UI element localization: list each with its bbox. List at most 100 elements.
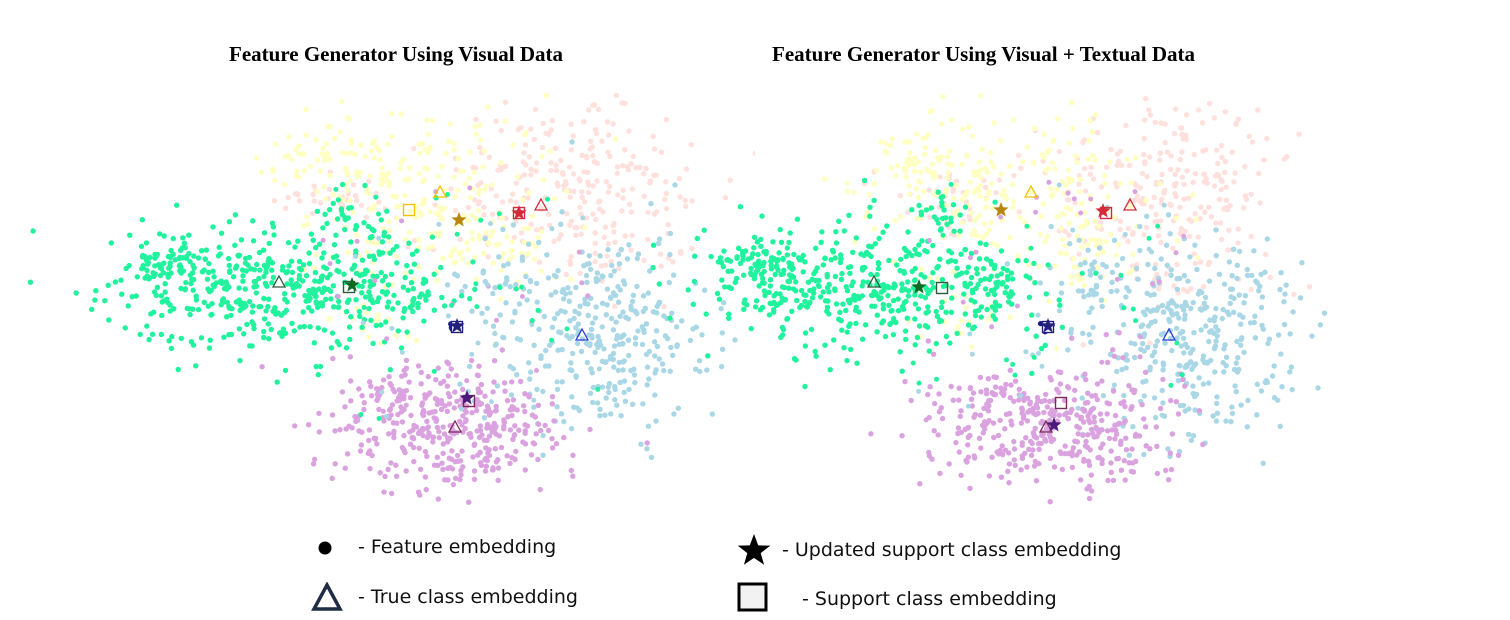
feature-point (950, 397, 956, 403)
feature-point (1031, 432, 1037, 438)
feature-point (833, 229, 839, 235)
feature-point (558, 411, 565, 417)
feature-point (607, 353, 614, 360)
feature-point (621, 389, 627, 396)
feature-point (865, 251, 872, 257)
feature-point (1159, 412, 1165, 418)
feature-point (389, 282, 395, 288)
feature-point (682, 197, 688, 204)
feature-point (847, 264, 854, 270)
feature-point (1040, 201, 1047, 207)
feature-point (1113, 431, 1120, 437)
feature-point (587, 390, 594, 396)
feature-point (1008, 418, 1014, 424)
feature-point (948, 117, 955, 123)
feature-point (570, 133, 576, 139)
feature-point (510, 222, 517, 228)
feature-point (862, 322, 869, 328)
feature-point (422, 146, 428, 153)
feature-point (885, 292, 891, 299)
feature-point (1185, 431, 1192, 438)
feature-point (1104, 428, 1111, 434)
feature-point (1186, 233, 1193, 239)
feature-point (405, 333, 412, 339)
feature-point (822, 342, 828, 348)
feature-point (455, 187, 461, 193)
feature-point (571, 404, 577, 410)
feature-point (473, 131, 479, 138)
feature-point (1256, 170, 1262, 177)
feature-point (1233, 389, 1240, 395)
feature-point (512, 423, 518, 429)
feature-point (584, 261, 590, 267)
feature-point (1085, 399, 1091, 406)
feature-point (761, 268, 767, 275)
feature-point (449, 466, 456, 472)
feature-point (571, 315, 577, 322)
feature-point (540, 432, 546, 439)
feature-point (969, 351, 975, 357)
feature-point (1121, 458, 1128, 464)
feature-point (616, 341, 622, 347)
feature-point (1129, 231, 1136, 237)
feature-point (946, 461, 952, 467)
feature-point (440, 255, 446, 261)
feature-point (1086, 309, 1092, 316)
feature-point (1010, 198, 1017, 205)
feature-point (641, 171, 647, 177)
feature-point (520, 197, 526, 203)
feature-point (575, 321, 582, 327)
feature-point (967, 255, 973, 261)
feature-point (1049, 160, 1056, 166)
feature-point (482, 319, 489, 325)
feature-point (937, 470, 943, 477)
feature-point (495, 477, 501, 483)
feature-point (522, 142, 529, 148)
feature-point (1073, 375, 1080, 381)
feature-point (1112, 412, 1119, 419)
feature-point (564, 211, 570, 217)
feature-point (926, 453, 933, 459)
feature-point (1031, 463, 1038, 469)
feature-point (563, 181, 569, 187)
feature-point (1085, 432, 1091, 438)
feature-point (1033, 333, 1039, 339)
feature-point (579, 152, 585, 158)
feature-point (729, 268, 735, 274)
feature-point (577, 204, 583, 211)
feature-point (317, 200, 324, 206)
feature-point (471, 169, 478, 176)
feature-point (590, 183, 596, 189)
feature-point (719, 330, 725, 336)
feature-point (1177, 363, 1183, 369)
feature-point (1234, 338, 1240, 345)
feature-point (352, 151, 358, 158)
feature-point (992, 199, 998, 205)
feature-point (630, 153, 636, 160)
feature-point (1141, 232, 1147, 238)
feature-point (789, 266, 795, 273)
feature-point (1111, 353, 1118, 359)
feature-point (1244, 424, 1251, 430)
feature-point (1096, 454, 1103, 461)
feature-point (912, 168, 918, 174)
feature-point (459, 288, 465, 295)
feature-point (950, 188, 956, 195)
feature-point (1188, 437, 1195, 443)
feature-point (1248, 286, 1254, 293)
feature-point (424, 117, 430, 123)
feature-point (1088, 164, 1094, 171)
feature-point (533, 227, 540, 233)
left-panel-title: Feature Generator Using Visual Data (229, 42, 564, 66)
feature-point (293, 173, 299, 179)
feature-point (1277, 286, 1283, 293)
feature-point (1173, 193, 1179, 200)
feature-point (1114, 262, 1120, 268)
feature-point (611, 343, 618, 349)
feature-point (1306, 284, 1313, 290)
feature-point (1073, 153, 1079, 159)
feature-point (555, 268, 561, 274)
feature-point (916, 323, 923, 329)
feature-point (505, 261, 511, 267)
feature-point (1062, 443, 1068, 449)
